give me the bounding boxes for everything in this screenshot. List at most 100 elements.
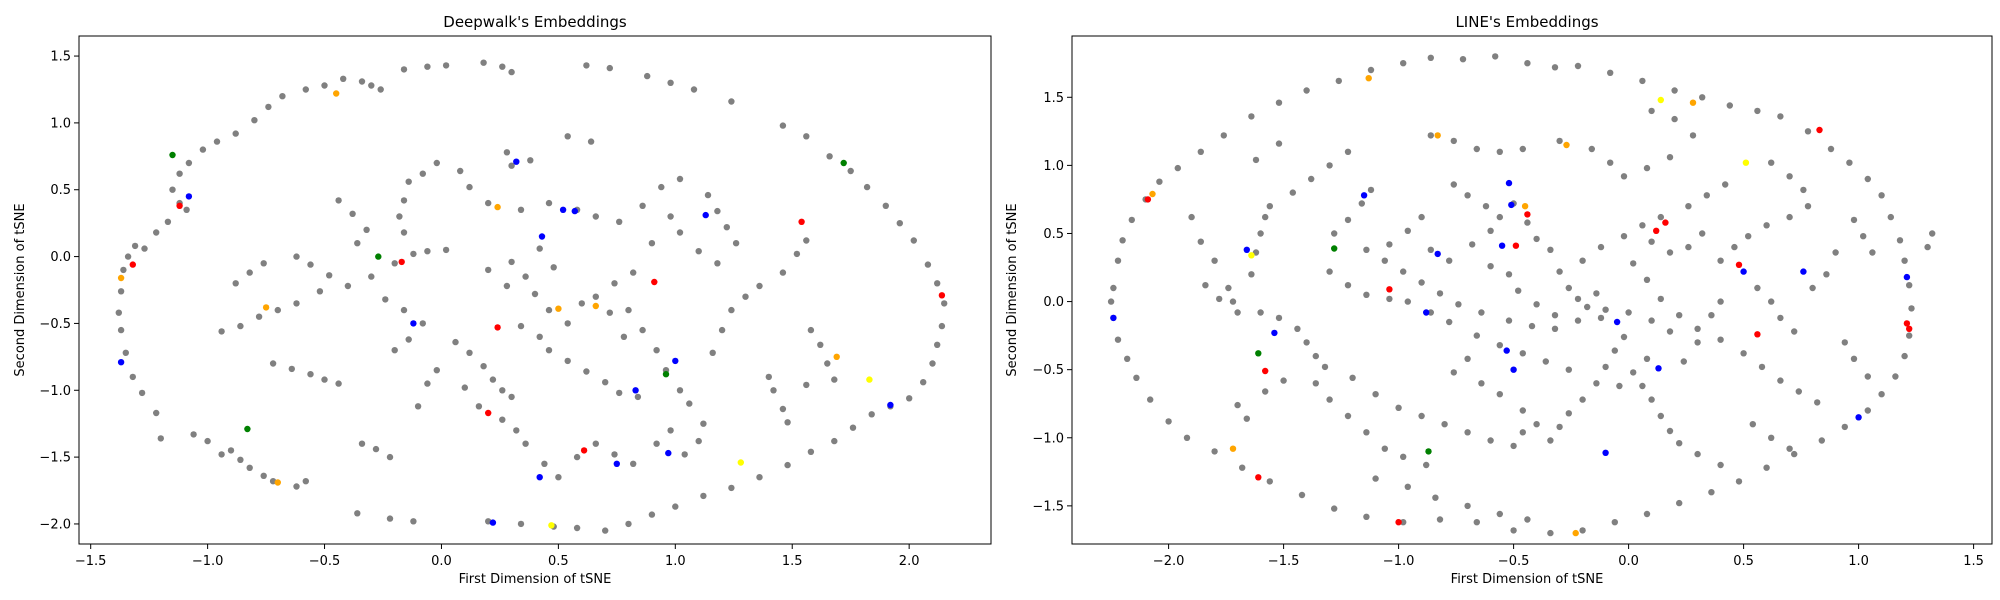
data-point [793, 250, 801, 258]
data-point [1722, 181, 1729, 188]
data-point [1574, 295, 1582, 303]
data-point [1643, 164, 1651, 172]
data-point [1648, 107, 1655, 115]
data-point [372, 445, 380, 453]
data-point [1492, 53, 1499, 60]
data-point [260, 472, 267, 479]
y-tick-label: 1.5 [50, 50, 71, 65]
data-point [1841, 339, 1849, 346]
data-point [1386, 295, 1393, 303]
data-point [1434, 132, 1441, 139]
data-point [227, 447, 235, 454]
data-point [513, 158, 520, 165]
data-point [1367, 66, 1375, 74]
data-point [410, 250, 417, 258]
data-point [1425, 448, 1432, 455]
data-point [1551, 312, 1559, 319]
data-point [1508, 201, 1515, 209]
data-point [1464, 429, 1471, 436]
data-point [293, 300, 300, 307]
data-point [358, 440, 366, 447]
data-point [1745, 233, 1752, 240]
data-point [129, 261, 136, 268]
data-point [480, 363, 487, 370]
data-point [580, 447, 588, 454]
data-point [489, 519, 497, 526]
data-point [1574, 62, 1582, 70]
data-point [457, 167, 464, 175]
data-point [1777, 113, 1784, 120]
data-point [391, 260, 398, 267]
x-tick-label: −0.5 [1498, 554, 1530, 569]
data-point [611, 451, 618, 458]
data-point [632, 387, 639, 394]
data-point [1252, 249, 1260, 256]
data-point [695, 248, 702, 255]
data-point [1473, 519, 1481, 526]
y-tick-label: 0.0 [50, 250, 71, 265]
data-point [279, 93, 286, 100]
data-point [1731, 243, 1738, 251]
data-point [658, 183, 665, 191]
data-point [1717, 336, 1724, 343]
data-point [1643, 276, 1651, 283]
data-point [386, 453, 394, 461]
chart-title: LINE's Embeddings [1455, 13, 1598, 31]
data-point [779, 269, 787, 276]
data-point [218, 451, 225, 458]
data-point [1533, 235, 1540, 243]
data-point [1620, 173, 1628, 180]
x-tick-label: 2.0 [899, 554, 920, 569]
data-point [1326, 396, 1333, 403]
data-point [1114, 336, 1122, 343]
data-point [1519, 145, 1527, 153]
data-point [676, 175, 684, 183]
data-point [1542, 358, 1550, 365]
data-point [302, 86, 309, 93]
data-point [1524, 516, 1531, 523]
data-point [1735, 478, 1743, 485]
data-point [1496, 391, 1504, 398]
data-point [672, 357, 679, 365]
data-point [1271, 329, 1278, 337]
y-axis-ticks: 1.5 1.0 0.5 0.0 −0.5 −1.0 −1.5 [1032, 91, 1072, 514]
data-point [1740, 350, 1747, 357]
data-point [938, 292, 946, 299]
data-point [592, 213, 599, 220]
data-point [1149, 190, 1156, 198]
data-point [1216, 295, 1223, 303]
data-point [1818, 437, 1826, 444]
x-tick-label: −2.0 [1153, 554, 1185, 569]
data-point [938, 322, 946, 330]
data-point [513, 427, 520, 434]
data-point [199, 146, 207, 153]
data-point [756, 474, 763, 481]
data-point [1423, 461, 1430, 469]
data-point [1648, 317, 1655, 324]
x-tick-label: 0.5 [1733, 554, 1754, 569]
data-point [1742, 159, 1750, 166]
data-point [1708, 489, 1715, 496]
data-point [1156, 178, 1163, 185]
data-point [1289, 189, 1297, 196]
data-point [1878, 192, 1885, 199]
data-point [1248, 271, 1255, 278]
data-point [1496, 213, 1504, 221]
data-point [1666, 427, 1674, 435]
data-point [1892, 373, 1899, 380]
data-point [592, 440, 599, 447]
data-point [274, 306, 281, 314]
data-point [1572, 529, 1579, 537]
data-point [1363, 246, 1370, 253]
chart-title: Deepwalk's Embeddings [443, 13, 627, 31]
data-point [531, 290, 539, 298]
data-point [1262, 388, 1269, 395]
data-point [700, 420, 707, 427]
data-point [803, 381, 810, 389]
data-point [625, 520, 632, 528]
data-point [737, 459, 744, 466]
data-point [185, 193, 193, 200]
data-point [1611, 519, 1619, 526]
data-point [564, 357, 571, 365]
